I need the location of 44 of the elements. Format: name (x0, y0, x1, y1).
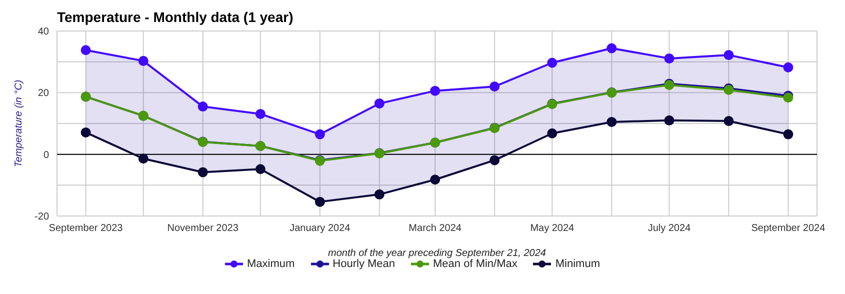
point (783, 129, 794, 140)
point (138, 154, 148, 164)
point (606, 43, 617, 54)
point (606, 116, 617, 127)
x-tick-label: September 2024 (751, 223, 826, 234)
point (80, 127, 91, 138)
y-tick-label: 20 (38, 88, 50, 100)
point (724, 50, 734, 60)
point (490, 155, 500, 166)
point (255, 108, 266, 119)
point (198, 102, 208, 112)
point (547, 128, 558, 138)
chart-title: Temperature - Monthly data (1 year) (57, 9, 294, 25)
x-tick-label: July 2024 (648, 223, 692, 234)
point (80, 45, 91, 56)
point (664, 53, 674, 64)
point (255, 164, 266, 174)
point (374, 189, 384, 200)
legend-label: Maximum (246, 258, 295, 270)
x-tick-label: January 2024 (290, 223, 351, 234)
point (490, 82, 500, 92)
point (783, 62, 794, 72)
x-tick-label: November 2023 (167, 223, 239, 234)
point (430, 174, 440, 185)
y-axis-title: Temperature (in °C) (14, 80, 25, 168)
x-tick-label: September 2023 (48, 223, 124, 234)
point (314, 129, 325, 140)
point (138, 56, 148, 66)
legend-label: Mean of Min/Max (433, 258, 518, 270)
x-tick-label: March 2024 (408, 223, 462, 234)
x-axis-title: month of the year preceding September 21, 2024 (328, 248, 546, 259)
y-tick-label: -20 (34, 212, 50, 223)
y-tick-label: 40 (38, 26, 50, 38)
y-tick-label: 0 (43, 150, 50, 161)
point (724, 116, 734, 126)
legend-label: Hourly Mean (332, 258, 396, 270)
point (374, 98, 384, 108)
point (314, 196, 325, 207)
point (430, 86, 440, 96)
x-tick-label: May 2024 (530, 223, 575, 234)
point (664, 115, 674, 126)
point (198, 167, 208, 178)
point (547, 58, 558, 68)
legend-label: Minimum (554, 258, 600, 270)
